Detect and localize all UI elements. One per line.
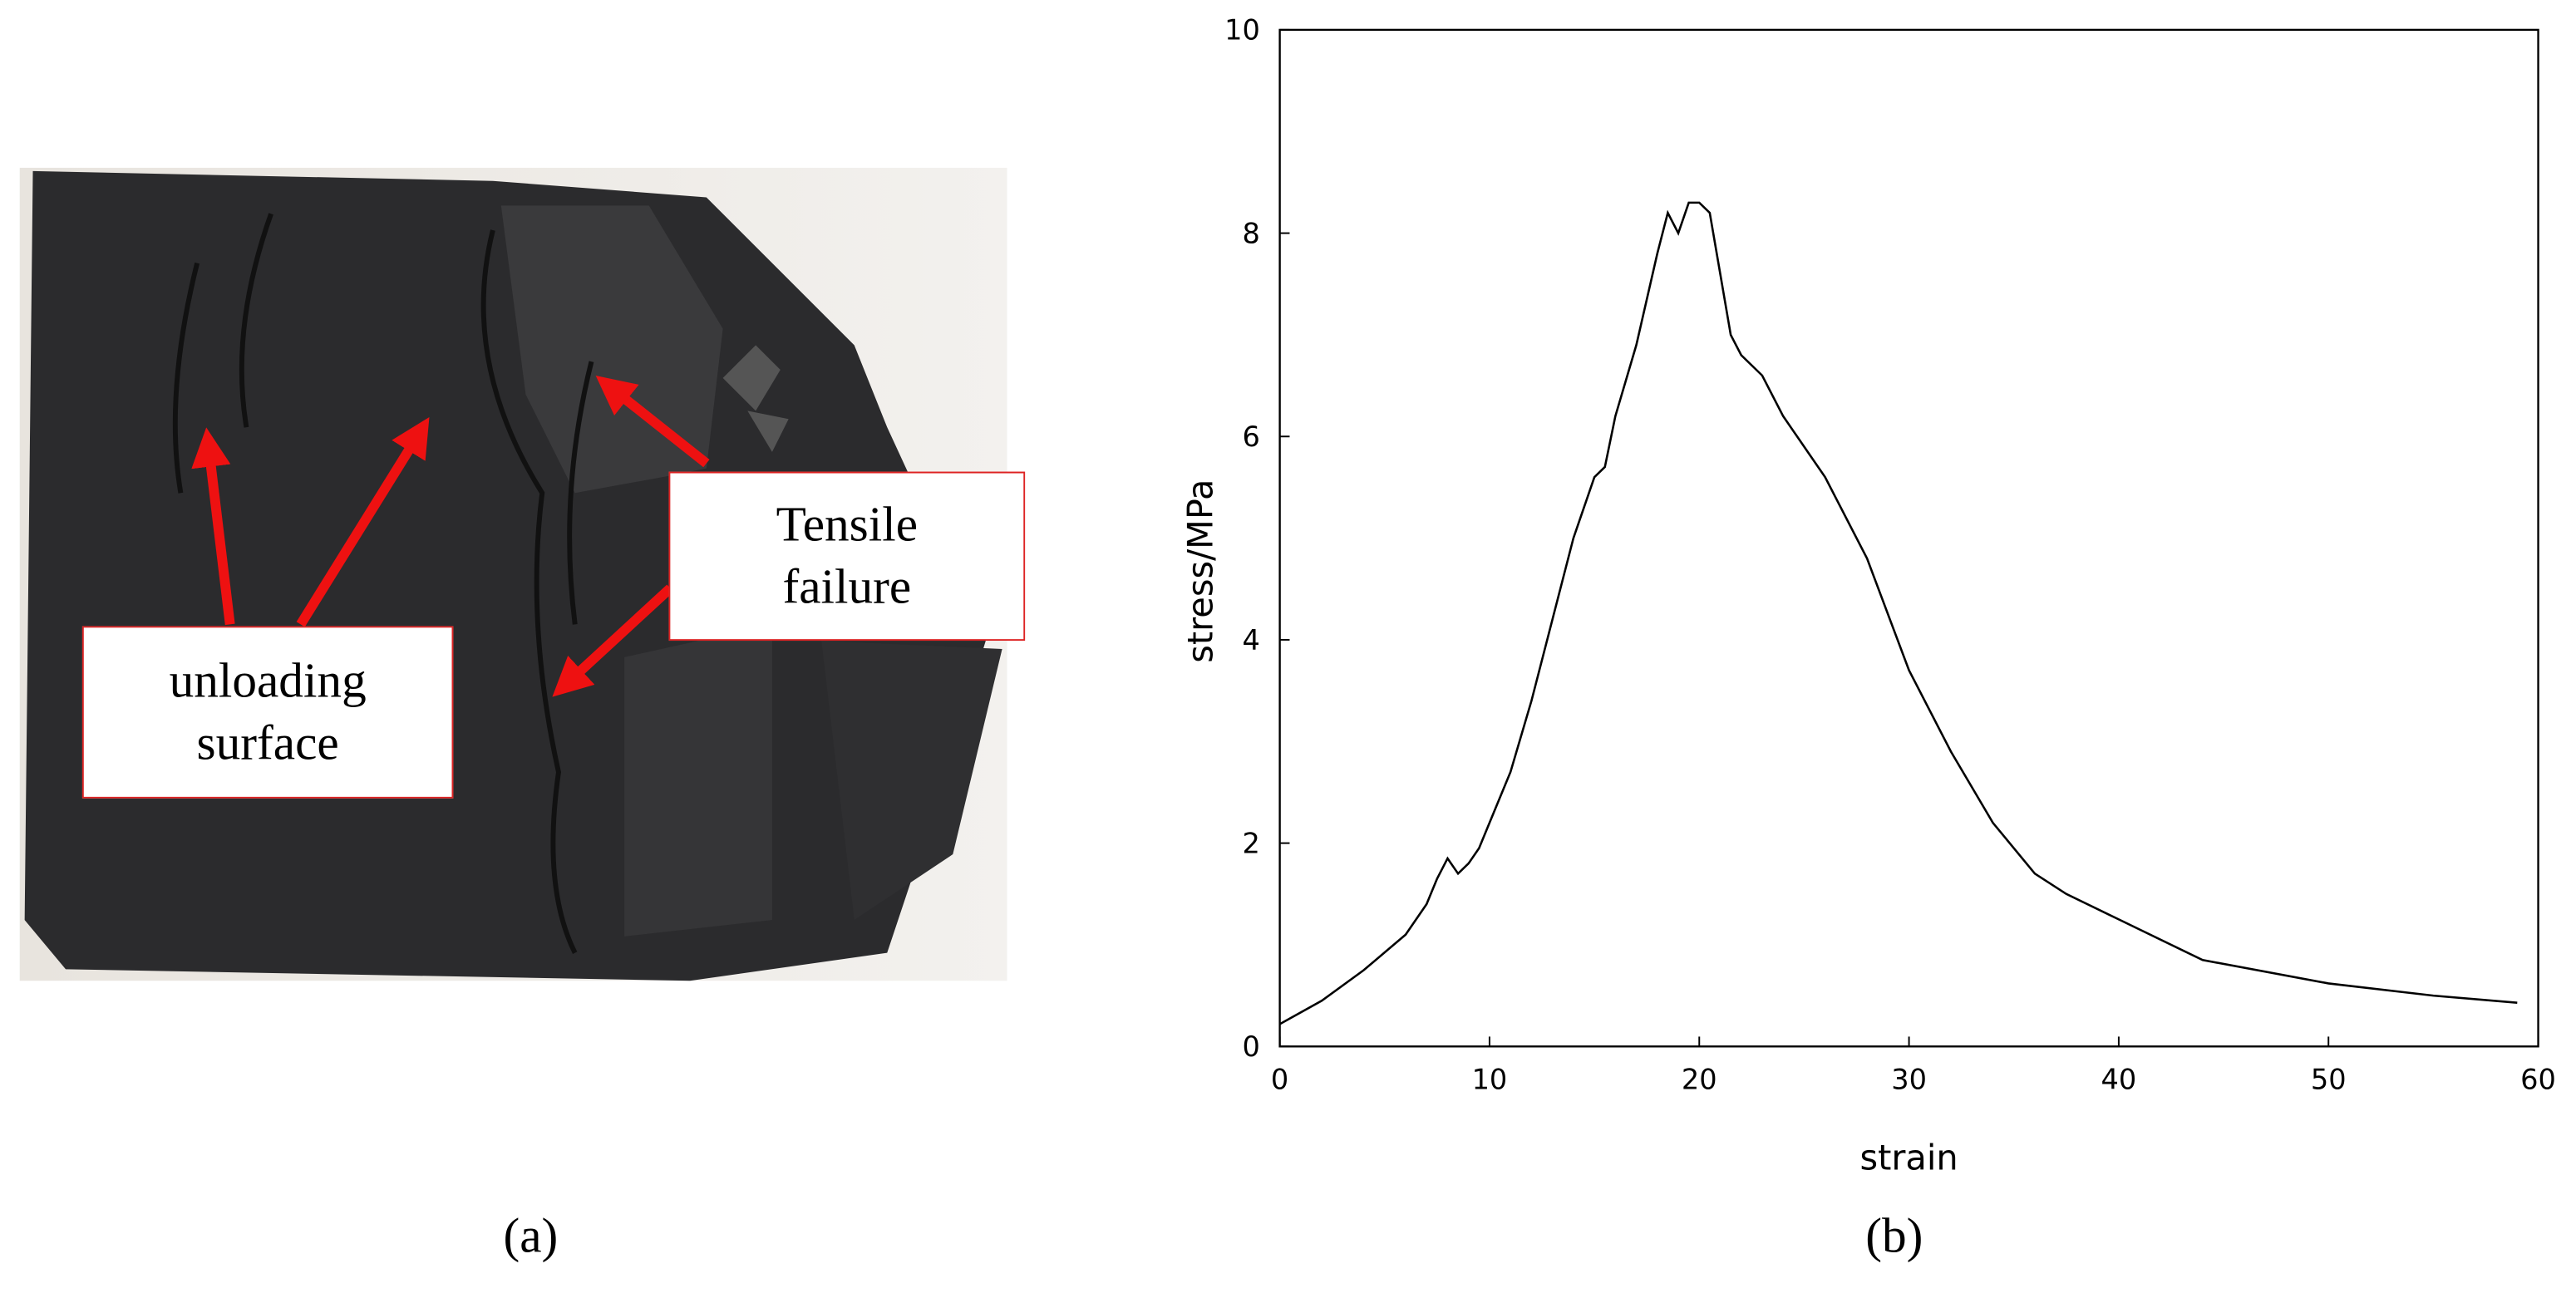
annotation-box: Tensile failure (668, 471, 1026, 642)
y-tick-label: 0 (1243, 1030, 1260, 1063)
panel-caption: (b) (1865, 1207, 1923, 1262)
annotation-arrows (191, 376, 710, 697)
x-tick-label: 0 (1271, 1064, 1288, 1096)
x-tick-label: 50 (2311, 1064, 2347, 1096)
annotation: Tensile failure (668, 471, 1026, 642)
y-axis-label: stress/MPa (1180, 479, 1221, 663)
y-tick-label: 6 (1243, 420, 1260, 453)
y-tick-label: 4 (1243, 624, 1260, 656)
x-tick-label: 60 (2520, 1064, 2556, 1096)
y-tick-label: 2 (1243, 827, 1260, 859)
x-tick-label: 30 (1891, 1064, 1927, 1096)
x-axis-label: strain (1859, 1138, 1958, 1178)
annotation-box: unloading surface (81, 626, 454, 799)
x-tick-label: 40 (2101, 1064, 2137, 1096)
plot-frame (1278, 28, 2539, 1048)
x-tick-label: 20 (1682, 1064, 1717, 1096)
plot: 0 10 20 30 40 50 60 0 2 4 6 8 10 strain stress/MPa (1180, 14, 2556, 1178)
annotation: unloading surface (81, 626, 454, 799)
data-line (1278, 201, 2518, 1025)
y-tick-label: 8 (1243, 217, 1260, 249)
panel-caption: (a) (503, 1207, 558, 1262)
y-tick-label: 10 (1224, 14, 1260, 47)
x-tick-label: 10 (1472, 1064, 1508, 1096)
